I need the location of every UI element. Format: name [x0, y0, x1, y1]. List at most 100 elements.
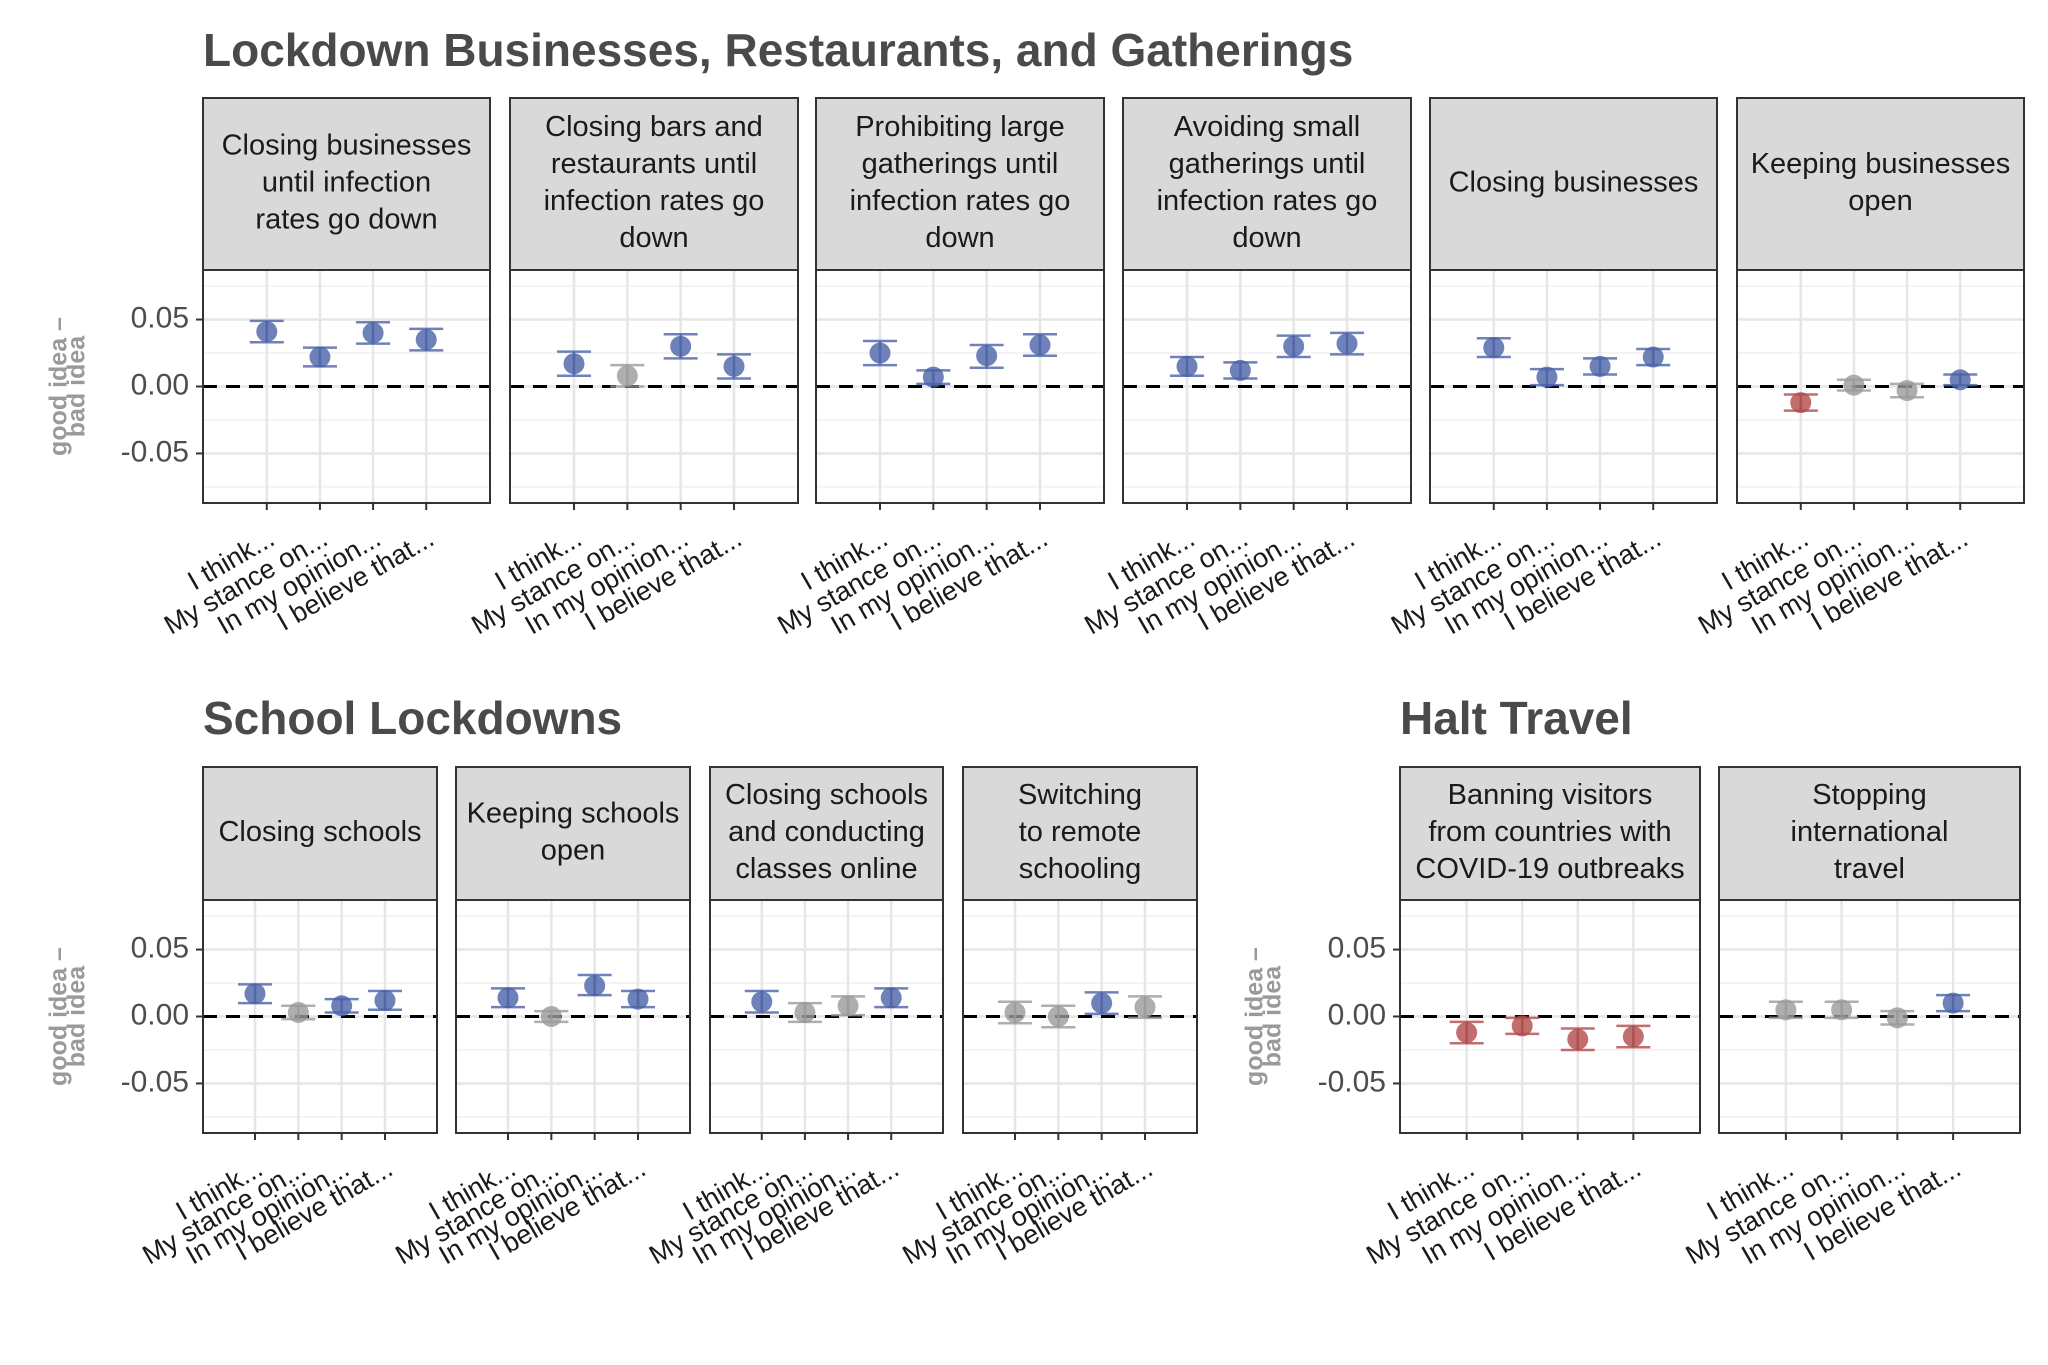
panel-border	[202, 269, 491, 504]
facet-label: infection rates go	[1157, 185, 1378, 217]
chart-title: Halt Travel	[1400, 692, 1633, 744]
panel-border	[709, 899, 944, 1134]
facet-panel: Closing businesses until infection rates g…	[159, 97, 491, 640]
panel-border	[455, 899, 691, 1134]
facet-strip	[1736, 97, 2025, 271]
y-axis-label: good idea –	[1241, 947, 1269, 1086]
data-point	[1456, 1022, 1478, 1044]
data-point	[1047, 1006, 1069, 1027]
facet-label: Stopping	[1812, 779, 1927, 811]
y-axis-label: good idea –	[45, 317, 73, 456]
facet-panel: Prohibiting large gatherings until infecti…	[772, 97, 1105, 640]
y-axis-label: bad idea	[63, 965, 91, 1068]
data-point	[1536, 366, 1558, 388]
facet-label: Prohibiting large	[855, 111, 1065, 143]
facet-strip	[962, 766, 1198, 901]
data-point	[837, 995, 859, 1017]
y-tick-label: -0.05	[121, 1065, 189, 1098]
facet-label: gatherings until	[862, 148, 1059, 180]
data-point	[976, 345, 998, 367]
data-point	[1642, 346, 1664, 368]
y-tick-label: -0.05	[121, 435, 189, 468]
data-point	[1283, 335, 1305, 357]
data-point	[1831, 999, 1853, 1021]
data-point	[244, 983, 266, 1005]
facet-label: until infection	[262, 167, 431, 199]
facet-label: rates go down	[255, 204, 437, 236]
data-point	[415, 329, 437, 351]
facet-label: and conducting	[728, 816, 925, 848]
facet-label: Closing bars and	[545, 111, 763, 143]
facet-label: Switching	[1018, 779, 1142, 811]
facet-label: from countries with	[1428, 816, 1671, 848]
y-tick-label: 0.00	[131, 998, 189, 1031]
chart-group: Halt Travel good idea –bad idea 0.05 0.00 -0…	[1241, 692, 2021, 1270]
facet-label: down	[1232, 222, 1301, 254]
data-point	[256, 321, 278, 343]
facet-strip	[1122, 97, 1412, 271]
data-point	[374, 989, 396, 1011]
y-axis-label: bad idea	[1259, 965, 1287, 1068]
facet-label: Closing businesses	[222, 130, 472, 162]
facet-label: Closing schools	[725, 779, 928, 811]
data-point	[1091, 992, 1113, 1014]
facet-label: infection rates go	[850, 185, 1071, 217]
facet-label: Banning visitors	[1448, 779, 1653, 811]
chart-title: School Lockdowns	[203, 692, 622, 744]
data-point	[1942, 992, 1964, 1014]
data-point	[723, 355, 745, 377]
facet-label: Closing businesses	[1449, 167, 1699, 199]
panel-border	[509, 269, 799, 504]
chart-title: Lockdown Businesses, Restaurants, and Ga…	[203, 24, 1353, 76]
facet-label: international	[1791, 816, 1949, 848]
facet-label: Avoiding small	[1174, 111, 1360, 143]
facet-strip	[1399, 766, 1701, 901]
facet-label: infection rates go	[544, 185, 765, 217]
facet-label: down	[619, 222, 688, 254]
data-point	[922, 366, 944, 388]
y-tick-label: 0.05	[131, 931, 189, 964]
panel-border	[1399, 899, 1701, 1134]
data-point	[1589, 355, 1611, 377]
data-point	[1511, 1015, 1533, 1037]
data-point	[670, 335, 692, 357]
facet-label: to remote	[1019, 816, 1142, 848]
data-point	[1229, 359, 1251, 381]
facet-label: restaurants until	[551, 148, 757, 180]
data-point	[869, 342, 891, 364]
y-tick-label: 0.05	[1328, 931, 1386, 964]
facet-label: open	[1848, 185, 1913, 217]
data-point	[1775, 999, 1797, 1021]
panel-border	[1718, 899, 2021, 1134]
chart-group: School Lockdowns good idea –bad idea 0.05 0…	[45, 692, 1198, 1270]
y-tick-label: -0.05	[1318, 1065, 1386, 1098]
data-point	[1336, 333, 1358, 355]
facet-label: schooling	[1019, 853, 1142, 885]
panel-border	[202, 899, 438, 1134]
data-point	[287, 1001, 309, 1023]
data-point	[1790, 392, 1812, 414]
data-point	[627, 988, 649, 1010]
data-point	[616, 365, 638, 387]
facet-panel: Banning visitors from countries with COVID…	[1361, 766, 1701, 1270]
chart-group: Lockdown Businesses, Restaurants, and Ga…	[45, 24, 2025, 640]
panel-border	[1736, 269, 2025, 504]
data-point	[1896, 380, 1918, 402]
data-point	[751, 991, 773, 1013]
data-point	[362, 322, 384, 344]
data-point	[540, 1006, 562, 1027]
data-point	[880, 987, 902, 1009]
data-point	[1622, 1026, 1644, 1048]
facet-panel: Avoiding small gatherings until infection …	[1079, 97, 1412, 640]
data-point	[1483, 337, 1505, 359]
facet-panel: Closing bars and restaurants until infecti…	[466, 97, 799, 640]
facet-strip	[509, 97, 799, 271]
y-axis-label: good idea –	[45, 947, 73, 1086]
facet-label: Keeping businesses	[1751, 148, 2011, 180]
facet-strip	[815, 97, 1105, 271]
